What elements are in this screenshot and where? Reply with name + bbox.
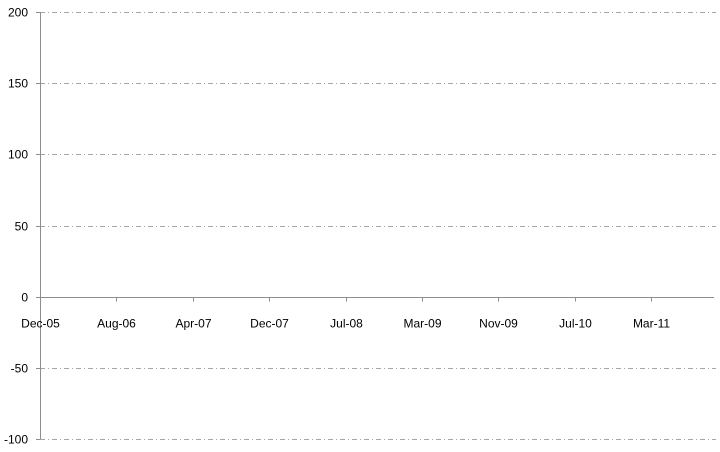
x-tick-label: Dec-07 (250, 317, 289, 331)
x-tick-label: Mar-11 (633, 317, 670, 331)
x-tick-label: Jul-08 (330, 317, 363, 331)
y-tick-label: -100 (4, 433, 28, 447)
x-tick-label: Apr-07 (175, 317, 211, 331)
x-tick-label: Nov-09 (479, 317, 518, 331)
y-tick-label: 0 (21, 291, 28, 305)
y-tick-label: -50 (11, 362, 29, 376)
x-tick-label: Jul-10 (559, 317, 592, 331)
y-tick-label: 50 (15, 220, 29, 234)
y-tick-label: 150 (8, 77, 28, 91)
y-tick-label: 100 (8, 148, 28, 162)
x-tick-label: Mar-09 (403, 317, 441, 331)
x-tick-label: Dec-05 (21, 317, 60, 331)
x-tick-label: Aug-06 (97, 317, 136, 331)
y-tick-label: 200 (8, 6, 28, 20)
